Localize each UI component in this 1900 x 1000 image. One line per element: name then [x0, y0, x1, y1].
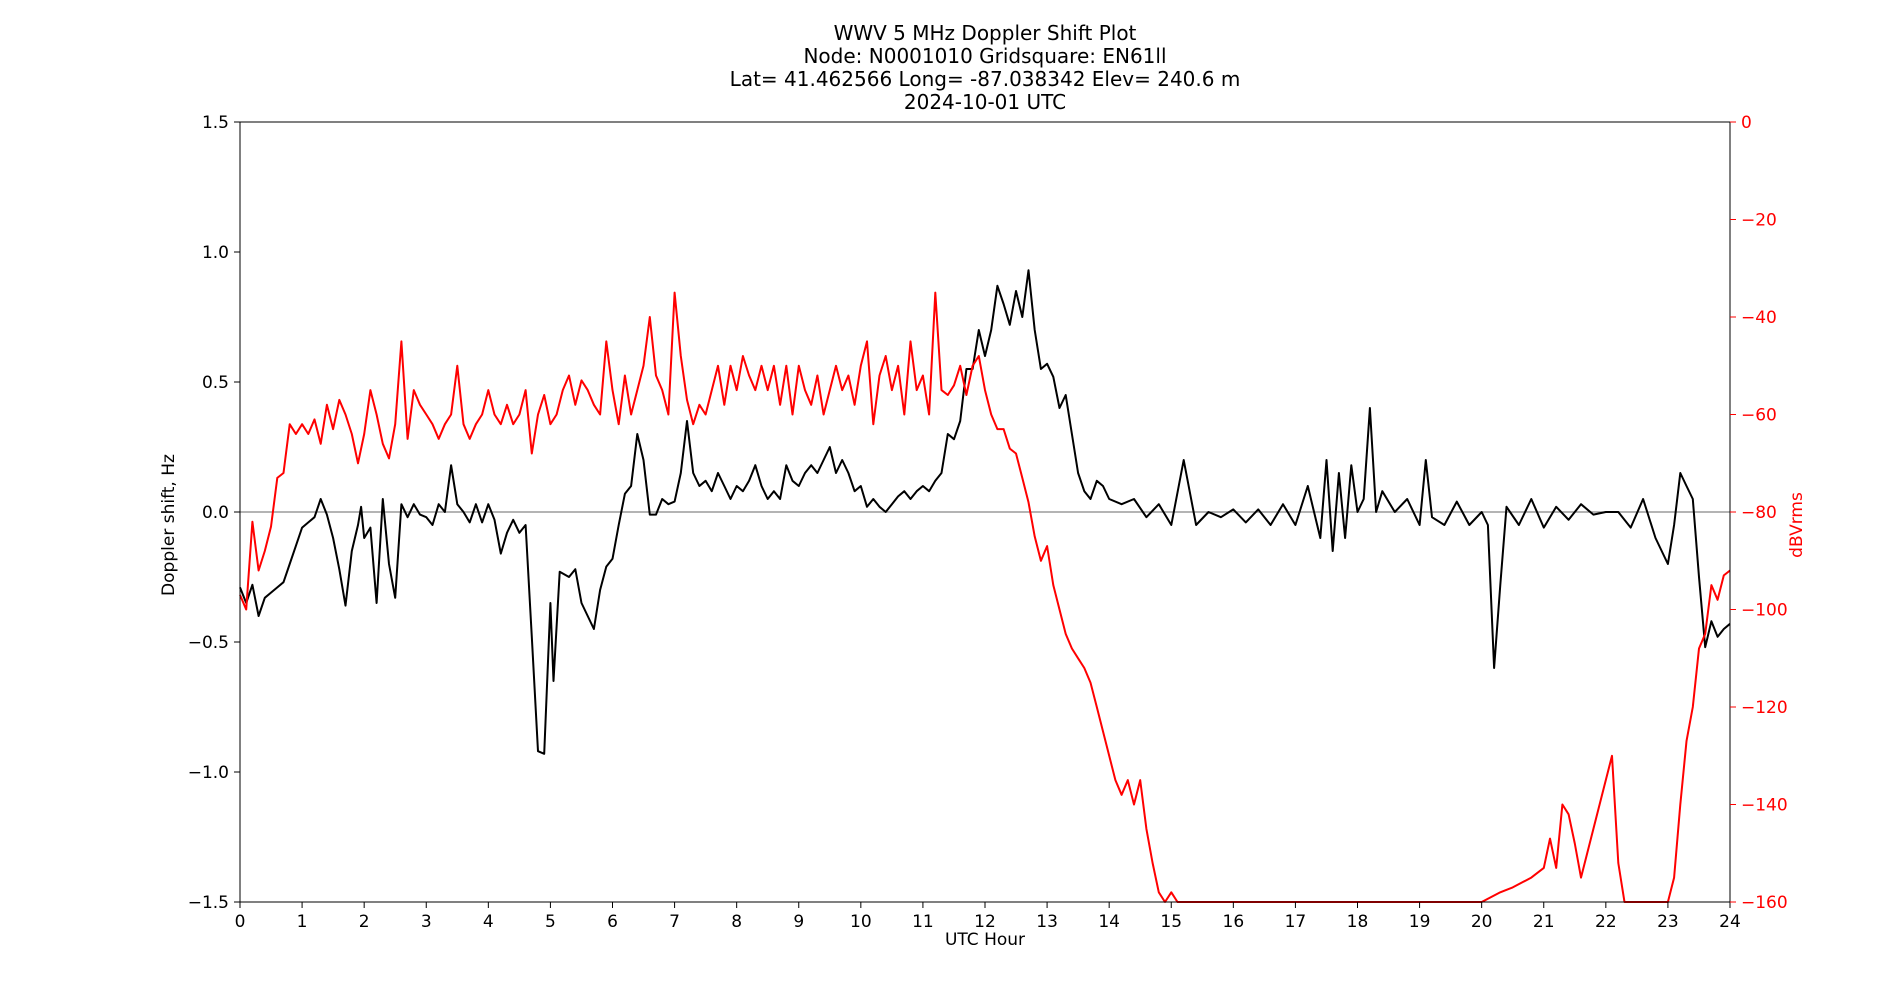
x-tick-label: 24	[1719, 912, 1741, 932]
y-right-tick-label: −160	[1741, 893, 1788, 913]
y-left-tick-label: −1.5	[188, 893, 229, 913]
doppler-series-line	[239, 269, 1731, 755]
x-axis-label: UTC Hour	[945, 930, 1025, 950]
title-line: Lat= 41.462566 Long= -87.038342 Elev= 24…	[730, 67, 1241, 91]
y-left-tick-label: 0.0	[202, 503, 229, 523]
y-right-tick-label: 0	[1741, 113, 1752, 133]
y-right-tick-label: −60	[1741, 406, 1777, 426]
title-line: 2024-10-01 UTC	[904, 90, 1066, 114]
y-left-tick-label: 1.5	[202, 113, 229, 133]
x-tick-label: 2	[359, 912, 370, 932]
x-tick-label: 10	[850, 912, 872, 932]
y-axis-left: 1.5 1.0 0.5 0.0 −0.5 −1.0 −1.5	[188, 113, 240, 913]
x-tick-label: 23	[1657, 912, 1679, 932]
y-axis-right: 0 −20 −40 −60 −80 −100 −120 −140 −160	[1730, 113, 1788, 913]
x-tick-label: 19	[1409, 912, 1431, 932]
x-axis: 0 1 2 3 4 5 6 7 8 9 10 11 12 13 14 15 16 17 18 19 20 21 22 23 24	[235, 902, 1741, 932]
title-line: WWV 5 MHz Doppler Shift Plot	[834, 21, 1137, 45]
x-tick-label: 11	[912, 912, 934, 932]
y-right-tick-label: −140	[1741, 796, 1788, 816]
x-tick-label: 20	[1471, 912, 1493, 932]
y-right-tick-label: −40	[1741, 308, 1777, 328]
x-tick-label: 13	[1036, 912, 1058, 932]
x-tick-label: 5	[545, 912, 556, 932]
x-tick-label: 0	[235, 912, 246, 932]
x-tick-label: 12	[974, 912, 996, 932]
x-tick-label: 22	[1595, 912, 1617, 932]
y-right-tick-label: −20	[1741, 211, 1777, 231]
x-tick-label: 21	[1533, 912, 1555, 932]
y-right-tick-label: −120	[1741, 698, 1788, 718]
y-left-tick-label: 1.0	[202, 243, 229, 263]
chart-title: WWV 5 MHz Doppler Shift Plot Node: N0001…	[730, 21, 1241, 114]
title-line: Node: N0001010 Gridsquare: EN61ll	[803, 44, 1166, 68]
x-tick-label: 15	[1160, 912, 1182, 932]
y-left-tick-label: −1.0	[188, 763, 229, 783]
y-left-tick-label: −0.5	[188, 633, 229, 653]
series-layer	[239, 269, 1731, 903]
x-tick-label: 7	[669, 912, 680, 932]
y-right-tick-label: −100	[1741, 601, 1788, 621]
x-tick-label: 6	[607, 912, 618, 932]
x-tick-label: 8	[731, 912, 742, 932]
x-tick-label: 3	[421, 912, 432, 932]
y-axis-left-label: Doppler shift, Hz	[159, 454, 179, 596]
y-axis-right-label: dBVrms	[1787, 492, 1807, 558]
x-tick-label: 4	[483, 912, 494, 932]
power-series-line	[239, 291, 1731, 903]
y-left-tick-label: 0.5	[202, 373, 229, 393]
x-tick-label: 9	[793, 912, 804, 932]
x-tick-label: 16	[1223, 912, 1245, 932]
x-tick-label: 1	[297, 912, 308, 932]
x-tick-label: 18	[1347, 912, 1369, 932]
y-right-tick-label: −80	[1741, 503, 1777, 523]
x-tick-label: 17	[1285, 912, 1307, 932]
x-tick-label: 14	[1098, 912, 1120, 932]
